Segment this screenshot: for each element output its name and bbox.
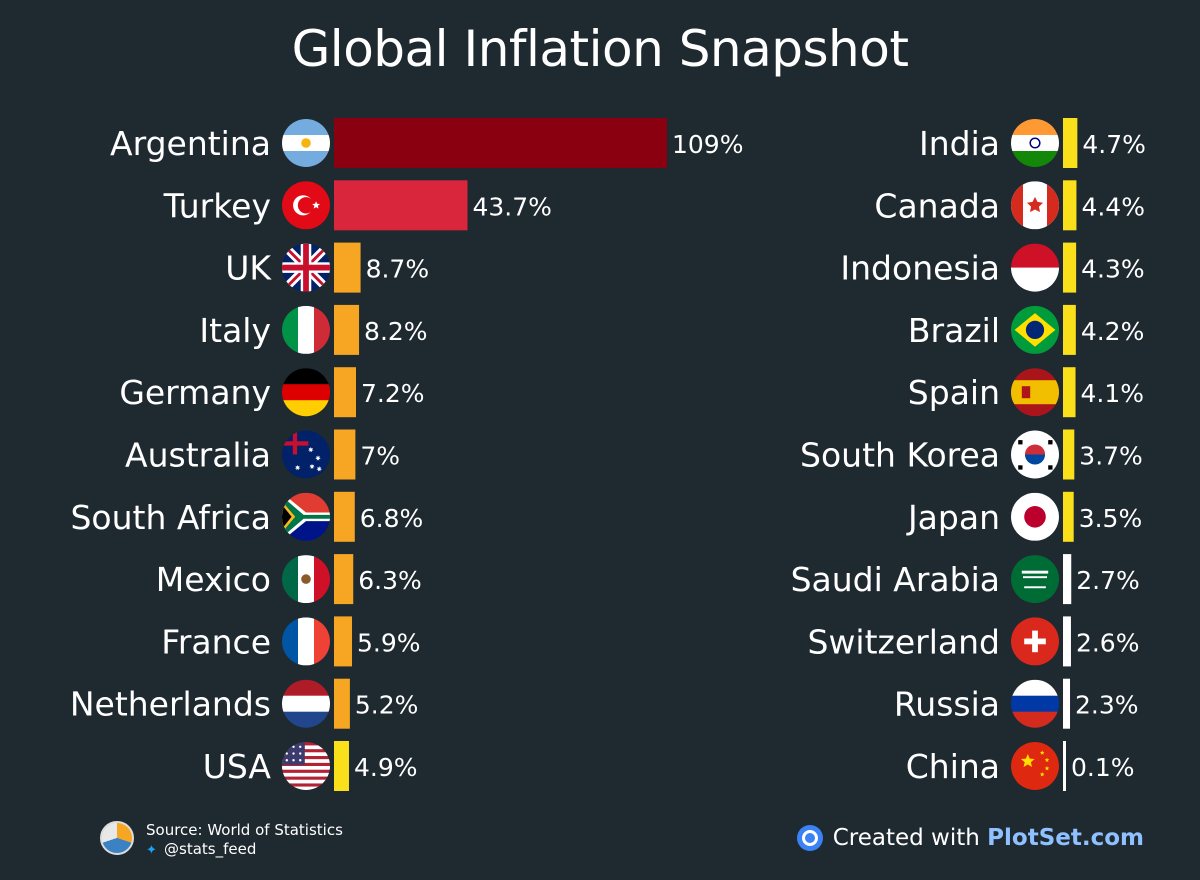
canada-flag-icon [1011, 181, 1059, 230]
value-label-japan: 3.5% [1079, 504, 1143, 533]
country-label-uk: UK [225, 249, 272, 288]
value-label-saudi-arabia: 2.7% [1076, 566, 1140, 595]
bar-mexico [334, 554, 354, 605]
bar-netherlands [334, 678, 350, 729]
netherlands-flag-icon [282, 679, 330, 728]
value-label-usa: 4.9% [354, 753, 418, 782]
bar-australia [334, 429, 356, 480]
bar-spain [1063, 367, 1076, 418]
italy-flag-icon [282, 305, 330, 354]
bar-germany [334, 367, 356, 418]
bar-switzerland [1063, 616, 1071, 667]
source-text: Source: World of Statistics [146, 821, 343, 839]
country-label-australia: Australia [125, 436, 271, 475]
country-label-italy: Italy [199, 311, 271, 350]
country-label-saudi-arabia: Saudi Arabia [791, 560, 1000, 599]
value-label-australia: 7% [360, 442, 400, 471]
bar-argentina [334, 118, 667, 168]
japan-flag-icon [1011, 492, 1059, 541]
country-label-netherlands: Netherlands [70, 685, 271, 724]
twitter-icon: ✦ [146, 843, 157, 858]
country-label-japan: Japan [906, 498, 1000, 537]
country-label-usa: USA [203, 747, 272, 786]
spain-flag-icon [1011, 368, 1059, 417]
australia-flag-icon [282, 430, 330, 479]
value-label-china: 0.1% [1071, 753, 1135, 782]
south-korea-flag-icon [1011, 430, 1059, 479]
plotset-brand: PlotSet.com [987, 825, 1144, 851]
plotset-credit[interactable]: Created with PlotSet.com [796, 820, 1144, 856]
value-label-france: 5.9% [357, 628, 421, 657]
mexico-flag-icon [282, 555, 330, 604]
country-label-germany: Germany [119, 373, 271, 412]
chart-title: Global Inflation Snapshot [291, 20, 909, 78]
country-label-switzerland: Switzerland [808, 622, 1001, 661]
germany-flag-icon [282, 368, 330, 417]
usa-flag-icon [282, 742, 330, 790]
bar-india [1063, 118, 1078, 168]
france-flag-icon [282, 617, 330, 666]
turkey-flag-icon [282, 181, 330, 230]
country-label-brazil: Brazil [908, 311, 1000, 350]
bar-japan [1063, 491, 1074, 542]
inflation-bar-chart: Argentina 109% Turkey 43.7% UK 8.7% Italy 8.2% G… [70, 118, 1146, 791]
country-label-russia: Russia [894, 685, 1000, 724]
value-label-russia: 2.3% [1075, 691, 1139, 720]
country-label-india: India [919, 124, 1000, 163]
value-label-canada: 4.4% [1081, 192, 1145, 221]
country-label-south-africa: South Africa [70, 498, 271, 537]
twitter-handle-row[interactable]: ✦ @stats_feed [146, 840, 256, 858]
value-label-switzerland: 2.6% [1076, 628, 1140, 657]
country-label-china: China [906, 747, 1000, 786]
india-flag-icon [1011, 119, 1059, 167]
value-label-brazil: 4.2% [1081, 317, 1145, 346]
russia-flag-icon [1011, 679, 1059, 728]
bar-saudi-arabia [1063, 554, 1072, 605]
created-with-text: Created with [832, 825, 988, 851]
bar-canada [1063, 180, 1077, 231]
bar-south-korea [1063, 429, 1075, 480]
value-label-turkey: 43.7% [473, 192, 552, 221]
bar-indonesia [1063, 242, 1077, 293]
bar-turkey [334, 180, 468, 231]
value-label-indonesia: 4.3% [1081, 255, 1145, 284]
world-of-statistics-logo-icon [100, 821, 134, 855]
argentina-flag-icon [282, 119, 330, 167]
twitter-handle: @stats_feed [164, 840, 257, 858]
brazil-flag-icon [1011, 305, 1059, 354]
country-label-south-korea: South Korea [800, 436, 1000, 475]
south-africa-flag-icon [282, 492, 330, 541]
bar-china [1063, 741, 1066, 791]
bar-usa [334, 741, 349, 791]
bar-brazil [1063, 304, 1076, 355]
bar-russia [1063, 678, 1071, 729]
value-label-south-korea: 3.7% [1079, 442, 1143, 471]
country-label-turkey: Turkey [163, 186, 271, 225]
value-label-argentina: 109% [672, 130, 743, 159]
value-label-mexico: 6.3% [358, 566, 422, 595]
uk-flag-icon [282, 243, 330, 292]
value-label-germany: 7.2% [361, 379, 425, 408]
value-label-south-africa: 6.8% [360, 504, 424, 533]
bar-france [334, 616, 353, 667]
china-flag-icon [1011, 742, 1059, 790]
value-label-italy: 8.2% [364, 317, 428, 346]
value-label-uk: 8.7% [366, 255, 430, 284]
value-label-spain: 4.1% [1081, 379, 1145, 408]
country-label-spain: Spain [908, 373, 1000, 412]
bar-uk [334, 242, 361, 293]
switzerland-flag-icon [1011, 617, 1059, 666]
country-label-canada: Canada [874, 186, 1000, 225]
plotset-logo-icon [796, 825, 823, 851]
country-label-france: France [161, 622, 271, 661]
value-label-netherlands: 5.2% [355, 691, 419, 720]
saudi-arabia-flag-icon [1011, 555, 1059, 604]
value-label-india: 4.7% [1082, 130, 1146, 159]
country-label-argentina: Argentina [110, 124, 271, 163]
bar-south-africa [334, 491, 355, 542]
country-label-indonesia: Indonesia [840, 249, 1000, 288]
bar-italy [334, 304, 360, 355]
indonesia-flag-icon [1011, 243, 1059, 292]
country-label-mexico: Mexico [156, 560, 271, 599]
